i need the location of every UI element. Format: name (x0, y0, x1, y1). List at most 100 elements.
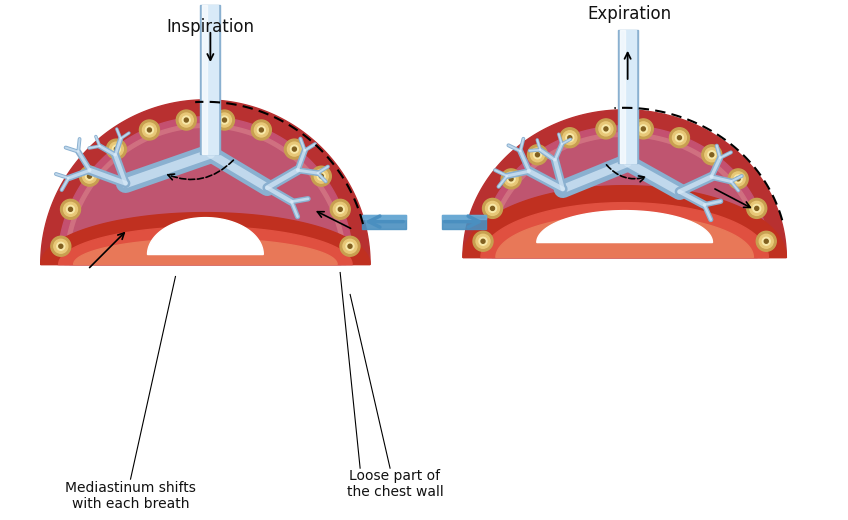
Circle shape (215, 110, 234, 130)
Circle shape (604, 127, 608, 131)
Circle shape (669, 128, 689, 148)
Polygon shape (362, 215, 406, 218)
Polygon shape (41, 100, 370, 265)
Circle shape (560, 128, 580, 148)
Circle shape (182, 116, 190, 124)
Circle shape (731, 172, 745, 186)
Circle shape (672, 131, 686, 145)
Circle shape (142, 123, 156, 137)
Circle shape (490, 206, 494, 211)
Polygon shape (481, 203, 768, 257)
Polygon shape (58, 117, 353, 265)
Circle shape (114, 147, 119, 151)
Polygon shape (442, 215, 486, 229)
Circle shape (257, 126, 265, 134)
Circle shape (343, 239, 357, 253)
Polygon shape (463, 186, 786, 257)
Polygon shape (203, 5, 208, 154)
Circle shape (636, 122, 650, 136)
Circle shape (563, 131, 577, 145)
Circle shape (59, 244, 63, 248)
Circle shape (139, 120, 159, 140)
Circle shape (222, 118, 226, 122)
Polygon shape (200, 5, 220, 154)
Circle shape (251, 120, 271, 140)
Polygon shape (41, 213, 370, 265)
Circle shape (566, 134, 574, 142)
Polygon shape (463, 110, 786, 257)
Circle shape (254, 123, 268, 137)
Circle shape (676, 134, 683, 142)
Circle shape (708, 151, 716, 159)
Polygon shape (487, 133, 762, 257)
Polygon shape (74, 239, 338, 265)
Circle shape (317, 172, 326, 180)
Circle shape (346, 242, 354, 250)
Circle shape (337, 205, 344, 213)
Polygon shape (203, 5, 219, 154)
Circle shape (473, 231, 493, 251)
Circle shape (486, 201, 499, 215)
Polygon shape (442, 215, 486, 218)
Circle shape (284, 139, 304, 159)
Circle shape (109, 142, 124, 156)
Circle shape (756, 231, 776, 251)
Circle shape (535, 153, 539, 157)
Circle shape (320, 174, 323, 178)
Circle shape (710, 153, 714, 157)
Circle shape (753, 204, 761, 212)
Circle shape (501, 169, 521, 189)
Circle shape (259, 128, 264, 132)
Polygon shape (496, 215, 753, 257)
Circle shape (602, 125, 610, 133)
Polygon shape (492, 138, 757, 257)
Circle shape (764, 239, 768, 243)
Circle shape (728, 169, 748, 189)
Circle shape (702, 145, 722, 165)
Circle shape (599, 122, 613, 136)
Text: Mediastinum shifts
with each breath: Mediastinum shifts with each breath (65, 481, 196, 511)
Circle shape (507, 175, 515, 183)
Circle shape (639, 125, 647, 133)
Circle shape (504, 172, 518, 186)
Circle shape (747, 199, 767, 218)
Circle shape (333, 202, 348, 216)
Circle shape (176, 110, 196, 130)
Circle shape (311, 166, 332, 186)
Polygon shape (617, 30, 638, 163)
Polygon shape (59, 227, 352, 265)
Circle shape (179, 113, 193, 127)
Circle shape (113, 145, 120, 153)
Circle shape (64, 202, 77, 216)
Polygon shape (362, 215, 406, 229)
Circle shape (330, 199, 350, 219)
Circle shape (533, 151, 542, 159)
Circle shape (148, 128, 152, 132)
Circle shape (509, 177, 513, 181)
Circle shape (87, 174, 92, 178)
Circle shape (51, 236, 70, 256)
Circle shape (531, 148, 544, 162)
Text: Inspiration: Inspiration (166, 18, 254, 36)
Circle shape (220, 116, 228, 124)
Polygon shape (148, 217, 263, 254)
Circle shape (481, 239, 485, 243)
Polygon shape (70, 129, 341, 265)
Text: Loose part of
the chest wall: Loose part of the chest wall (347, 469, 444, 499)
Circle shape (736, 177, 740, 181)
Circle shape (338, 207, 343, 211)
Circle shape (86, 172, 93, 180)
Circle shape (80, 166, 99, 186)
Circle shape (488, 204, 497, 212)
Circle shape (483, 199, 503, 218)
Circle shape (290, 145, 298, 153)
Circle shape (750, 201, 764, 215)
Circle shape (57, 242, 64, 250)
Circle shape (217, 113, 232, 127)
Circle shape (53, 239, 68, 253)
Polygon shape (480, 126, 769, 257)
Circle shape (705, 148, 719, 162)
Circle shape (678, 136, 682, 140)
Circle shape (734, 175, 742, 183)
Text: Expiration: Expiration (588, 5, 672, 23)
